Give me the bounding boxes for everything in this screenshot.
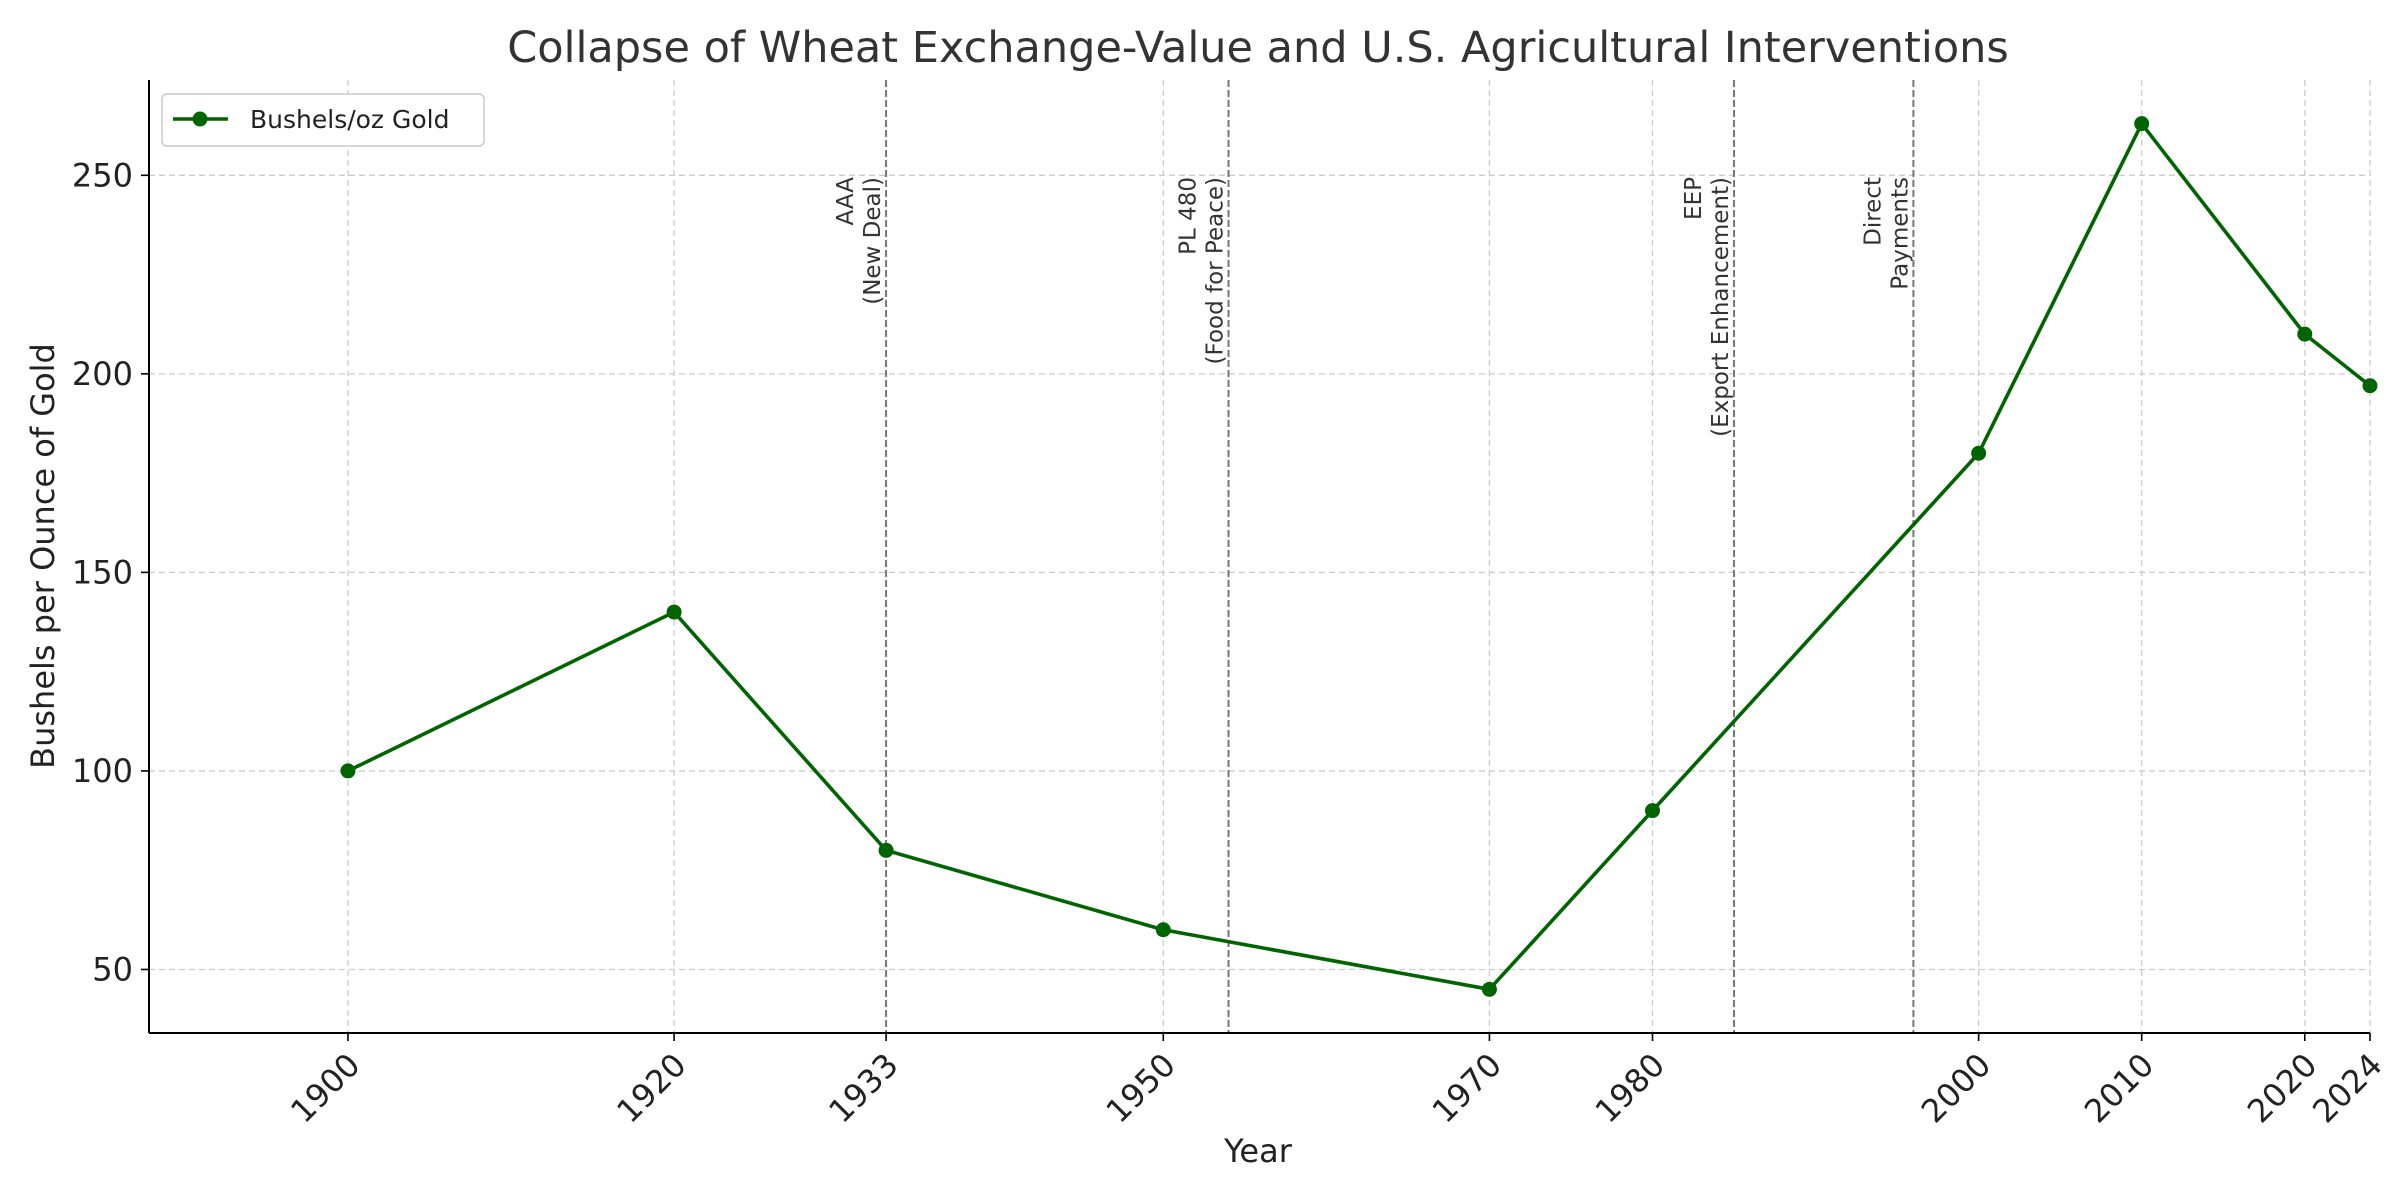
intervention-lines: AAA (New Deal) PL 480 (Food for Peace) EEP (E… <box>833 80 1915 1033</box>
x-tick-label: 2024 <box>2305 1046 2389 1130</box>
axes <box>148 80 2370 1034</box>
annotation-label: (New Deal) <box>860 177 886 305</box>
data-point <box>878 842 894 858</box>
x-tick-label: 1980 <box>1588 1046 1672 1130</box>
data-point <box>2134 116 2150 132</box>
series-line <box>347 121 2372 992</box>
x-tick-label: 1933 <box>821 1046 905 1130</box>
y-tick-label: 150 <box>72 553 133 591</box>
data-point <box>2362 378 2378 394</box>
annotation-label: Payments <box>1887 177 1913 290</box>
legend-marker <box>192 111 208 127</box>
annotation-label: (Export Enhancement) <box>1708 177 1734 437</box>
annotation-label: Direct <box>1860 177 1886 246</box>
legend-label: Bushels/oz Gold <box>250 105 450 134</box>
x-tick-label: 1950 <box>1098 1046 1182 1130</box>
y-axis-label: Bushels per Ounce of Gold <box>24 343 62 769</box>
data-point <box>340 763 356 779</box>
data-point <box>1644 803 1660 819</box>
data-point <box>1481 981 1497 997</box>
legend: Bushels/oz Gold <box>161 93 485 147</box>
x-axis-label: Year <box>1223 1132 1293 1170</box>
x-tick-label: 1970 <box>1425 1046 1509 1130</box>
x-tick-label: 2020 <box>2240 1046 2324 1130</box>
data-point <box>1155 922 1171 938</box>
annotation-label: EEP <box>1681 177 1707 220</box>
data-point <box>666 604 682 620</box>
data-point <box>2297 326 2313 342</box>
annotation-label: AAA <box>833 177 859 226</box>
y-ticks: 50 100 150 200 250 <box>72 156 149 988</box>
y-tick-label: 200 <box>72 355 133 393</box>
grid <box>149 80 2371 1033</box>
x-tick-label: 2000 <box>1914 1046 1998 1130</box>
series-group <box>340 116 2378 997</box>
x-tick-label: 2010 <box>2077 1046 2161 1130</box>
y-tick-label: 100 <box>72 752 133 790</box>
legend-box <box>161 93 485 147</box>
annotation-label: PL 480 <box>1176 177 1202 255</box>
x-tick-label: 1900 <box>283 1046 367 1130</box>
chart-title: Collapse of Wheat Exchange-Value and U.S… <box>507 23 2009 73</box>
data-point <box>1971 445 1987 461</box>
y-tick-label: 250 <box>72 156 133 194</box>
annotation-label: (Food for Peace) <box>1203 177 1229 364</box>
y-tick-label: 50 <box>92 950 133 988</box>
x-tick-label: 1920 <box>609 1046 693 1130</box>
